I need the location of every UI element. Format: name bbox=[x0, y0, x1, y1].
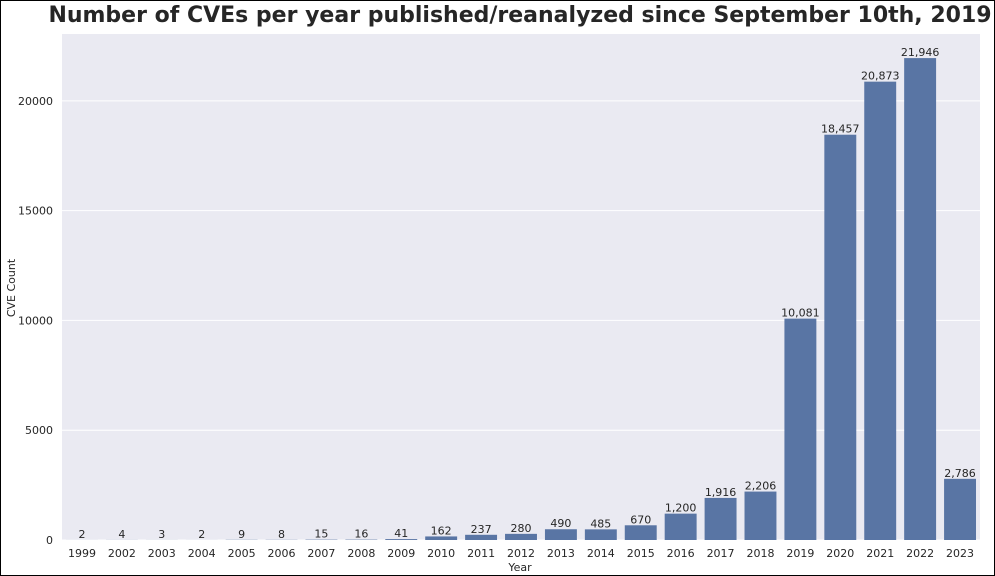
x-tick-label: 2008 bbox=[347, 547, 375, 560]
bar-value-label: 2 bbox=[198, 528, 205, 541]
bar-value-label: 41 bbox=[394, 527, 408, 540]
bar-value-label: 21,946 bbox=[901, 46, 940, 59]
bar-value-label: 3 bbox=[158, 528, 165, 541]
bar-2017 bbox=[704, 497, 737, 540]
bar-value-label: 237 bbox=[471, 523, 492, 536]
bar-value-label: 2,206 bbox=[745, 480, 777, 493]
x-tick-label: 2002 bbox=[108, 547, 136, 560]
bar-2011 bbox=[465, 534, 498, 540]
bar-2014 bbox=[584, 529, 617, 540]
bar-value-label: 4 bbox=[118, 528, 125, 541]
x-tick-label: 2022 bbox=[906, 547, 934, 560]
bar-2016 bbox=[664, 513, 697, 540]
bar-2019 bbox=[784, 318, 817, 540]
x-tick-label: 2015 bbox=[627, 547, 655, 560]
bar-value-label: 18,457 bbox=[821, 123, 860, 136]
bar-2020 bbox=[824, 134, 857, 540]
y-tick-label: 15000 bbox=[18, 205, 53, 218]
bar-2023 bbox=[944, 478, 977, 540]
y-tick-label: 10000 bbox=[18, 314, 53, 327]
x-tick-label: 2017 bbox=[707, 547, 735, 560]
x-tick-label: 2005 bbox=[228, 547, 256, 560]
bar-value-label: 1,916 bbox=[705, 486, 737, 499]
x-tick-label: 2023 bbox=[946, 547, 974, 560]
bar-2009 bbox=[385, 539, 418, 540]
chart-title: Number of CVEs per year published/reanal… bbox=[48, 3, 992, 28]
x-tick-label: 2011 bbox=[467, 547, 495, 560]
x-tick-label: 2006 bbox=[268, 547, 296, 560]
bar-value-label: 9 bbox=[238, 528, 245, 541]
bar-2012 bbox=[505, 533, 537, 540]
bar-value-label: 16 bbox=[354, 528, 368, 541]
x-tick-label: 2014 bbox=[587, 547, 615, 560]
y-tick-labels: 0 5000 10000 15000 20000 bbox=[18, 95, 53, 547]
bar-value-label: 15 bbox=[314, 528, 328, 541]
bar-value-label: 2 bbox=[78, 528, 85, 541]
x-tick-label: 2010 bbox=[427, 547, 455, 560]
x-tick-label: 2019 bbox=[786, 547, 814, 560]
bar-value-labels: 2 4 3 2 9 8 15 16 41 162 237 280 490 485 670 1,200 1,916… bbox=[78, 46, 975, 541]
bar-2010 bbox=[425, 536, 458, 540]
x-tick-label: 2021 bbox=[866, 547, 894, 560]
bar-2022 bbox=[904, 58, 937, 541]
x-tick-label: 2016 bbox=[667, 547, 695, 560]
bar-value-label: 490 bbox=[550, 517, 571, 530]
x-tick-label: 1999 bbox=[68, 547, 96, 560]
bar-value-label: 670 bbox=[630, 513, 651, 526]
x-tick-label: 2018 bbox=[746, 547, 774, 560]
x-tick-label: 2013 bbox=[547, 547, 575, 560]
x-axis-label: Year bbox=[507, 561, 532, 574]
x-tick-label: 2003 bbox=[148, 547, 176, 560]
x-tick-label: 2004 bbox=[188, 547, 216, 560]
bar-value-label: 8 bbox=[278, 528, 285, 541]
bar-value-label: 485 bbox=[590, 517, 611, 530]
x-tick-label: 2009 bbox=[387, 547, 415, 560]
bar-value-label: 1,200 bbox=[665, 502, 697, 515]
bar-value-label: 2,786 bbox=[944, 467, 976, 480]
bar-value-label: 162 bbox=[431, 524, 452, 537]
x-tick-label: 2020 bbox=[826, 547, 854, 560]
bars bbox=[65, 58, 977, 541]
bar-value-label: 20,873 bbox=[861, 70, 900, 83]
x-tick-labels: 1999 2002 2003 2004 2005 2006 2007 2008 2009 2010… bbox=[68, 547, 974, 560]
y-tick-label: 20000 bbox=[18, 95, 53, 108]
x-tick-label: 2012 bbox=[507, 547, 535, 560]
bar-2015 bbox=[624, 525, 657, 540]
y-axis-label: CVE Count bbox=[5, 258, 18, 317]
bar-value-label: 280 bbox=[511, 522, 532, 535]
y-tick-label: 5000 bbox=[25, 424, 53, 437]
bar-2013 bbox=[544, 529, 577, 540]
x-tick-label: 2007 bbox=[307, 547, 335, 560]
bar-2018 bbox=[744, 491, 777, 540]
bar-2021 bbox=[864, 81, 897, 541]
y-tick-label: 0 bbox=[46, 534, 53, 547]
bar-value-label: 10,081 bbox=[781, 307, 820, 320]
